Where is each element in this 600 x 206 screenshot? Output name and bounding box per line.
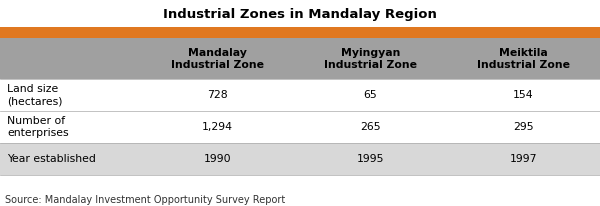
Text: 1990: 1990 <box>203 154 232 164</box>
Text: Mandalay
Industrial Zone: Mandalay Industrial Zone <box>171 48 264 70</box>
Bar <box>294 38 447 79</box>
Text: Source: Mandalay Investment Opportunity Survey Report: Source: Mandalay Investment Opportunity … <box>5 195 285 205</box>
Text: 1995: 1995 <box>357 154 384 164</box>
Text: Meiktila
Industrial Zone: Meiktila Industrial Zone <box>477 48 570 70</box>
Bar <box>294 79 447 111</box>
Bar <box>141 143 294 175</box>
Text: Land size
(hectares): Land size (hectares) <box>7 84 63 107</box>
Text: 265: 265 <box>360 122 381 132</box>
Text: 154: 154 <box>513 90 534 100</box>
Text: 1,294: 1,294 <box>202 122 233 132</box>
Text: Industrial Zones in Mandalay Region: Industrial Zones in Mandalay Region <box>163 8 437 21</box>
Bar <box>0 27 600 38</box>
Bar <box>141 38 294 79</box>
Bar <box>447 143 600 175</box>
Text: Myingyan
Industrial Zone: Myingyan Industrial Zone <box>324 48 417 70</box>
Bar <box>447 111 600 143</box>
Bar <box>447 38 600 79</box>
Bar <box>0 111 141 143</box>
Text: 728: 728 <box>207 90 228 100</box>
Text: 295: 295 <box>513 122 534 132</box>
Text: 65: 65 <box>364 90 377 100</box>
Bar <box>141 79 294 111</box>
Bar <box>0 38 141 79</box>
Bar <box>447 79 600 111</box>
Text: Year established: Year established <box>7 154 96 164</box>
Bar <box>0 143 141 175</box>
Bar <box>294 143 447 175</box>
Text: Number of
enterprises: Number of enterprises <box>7 116 69 138</box>
Bar <box>0 79 141 111</box>
Bar <box>141 111 294 143</box>
Bar <box>294 111 447 143</box>
Text: 1997: 1997 <box>510 154 537 164</box>
